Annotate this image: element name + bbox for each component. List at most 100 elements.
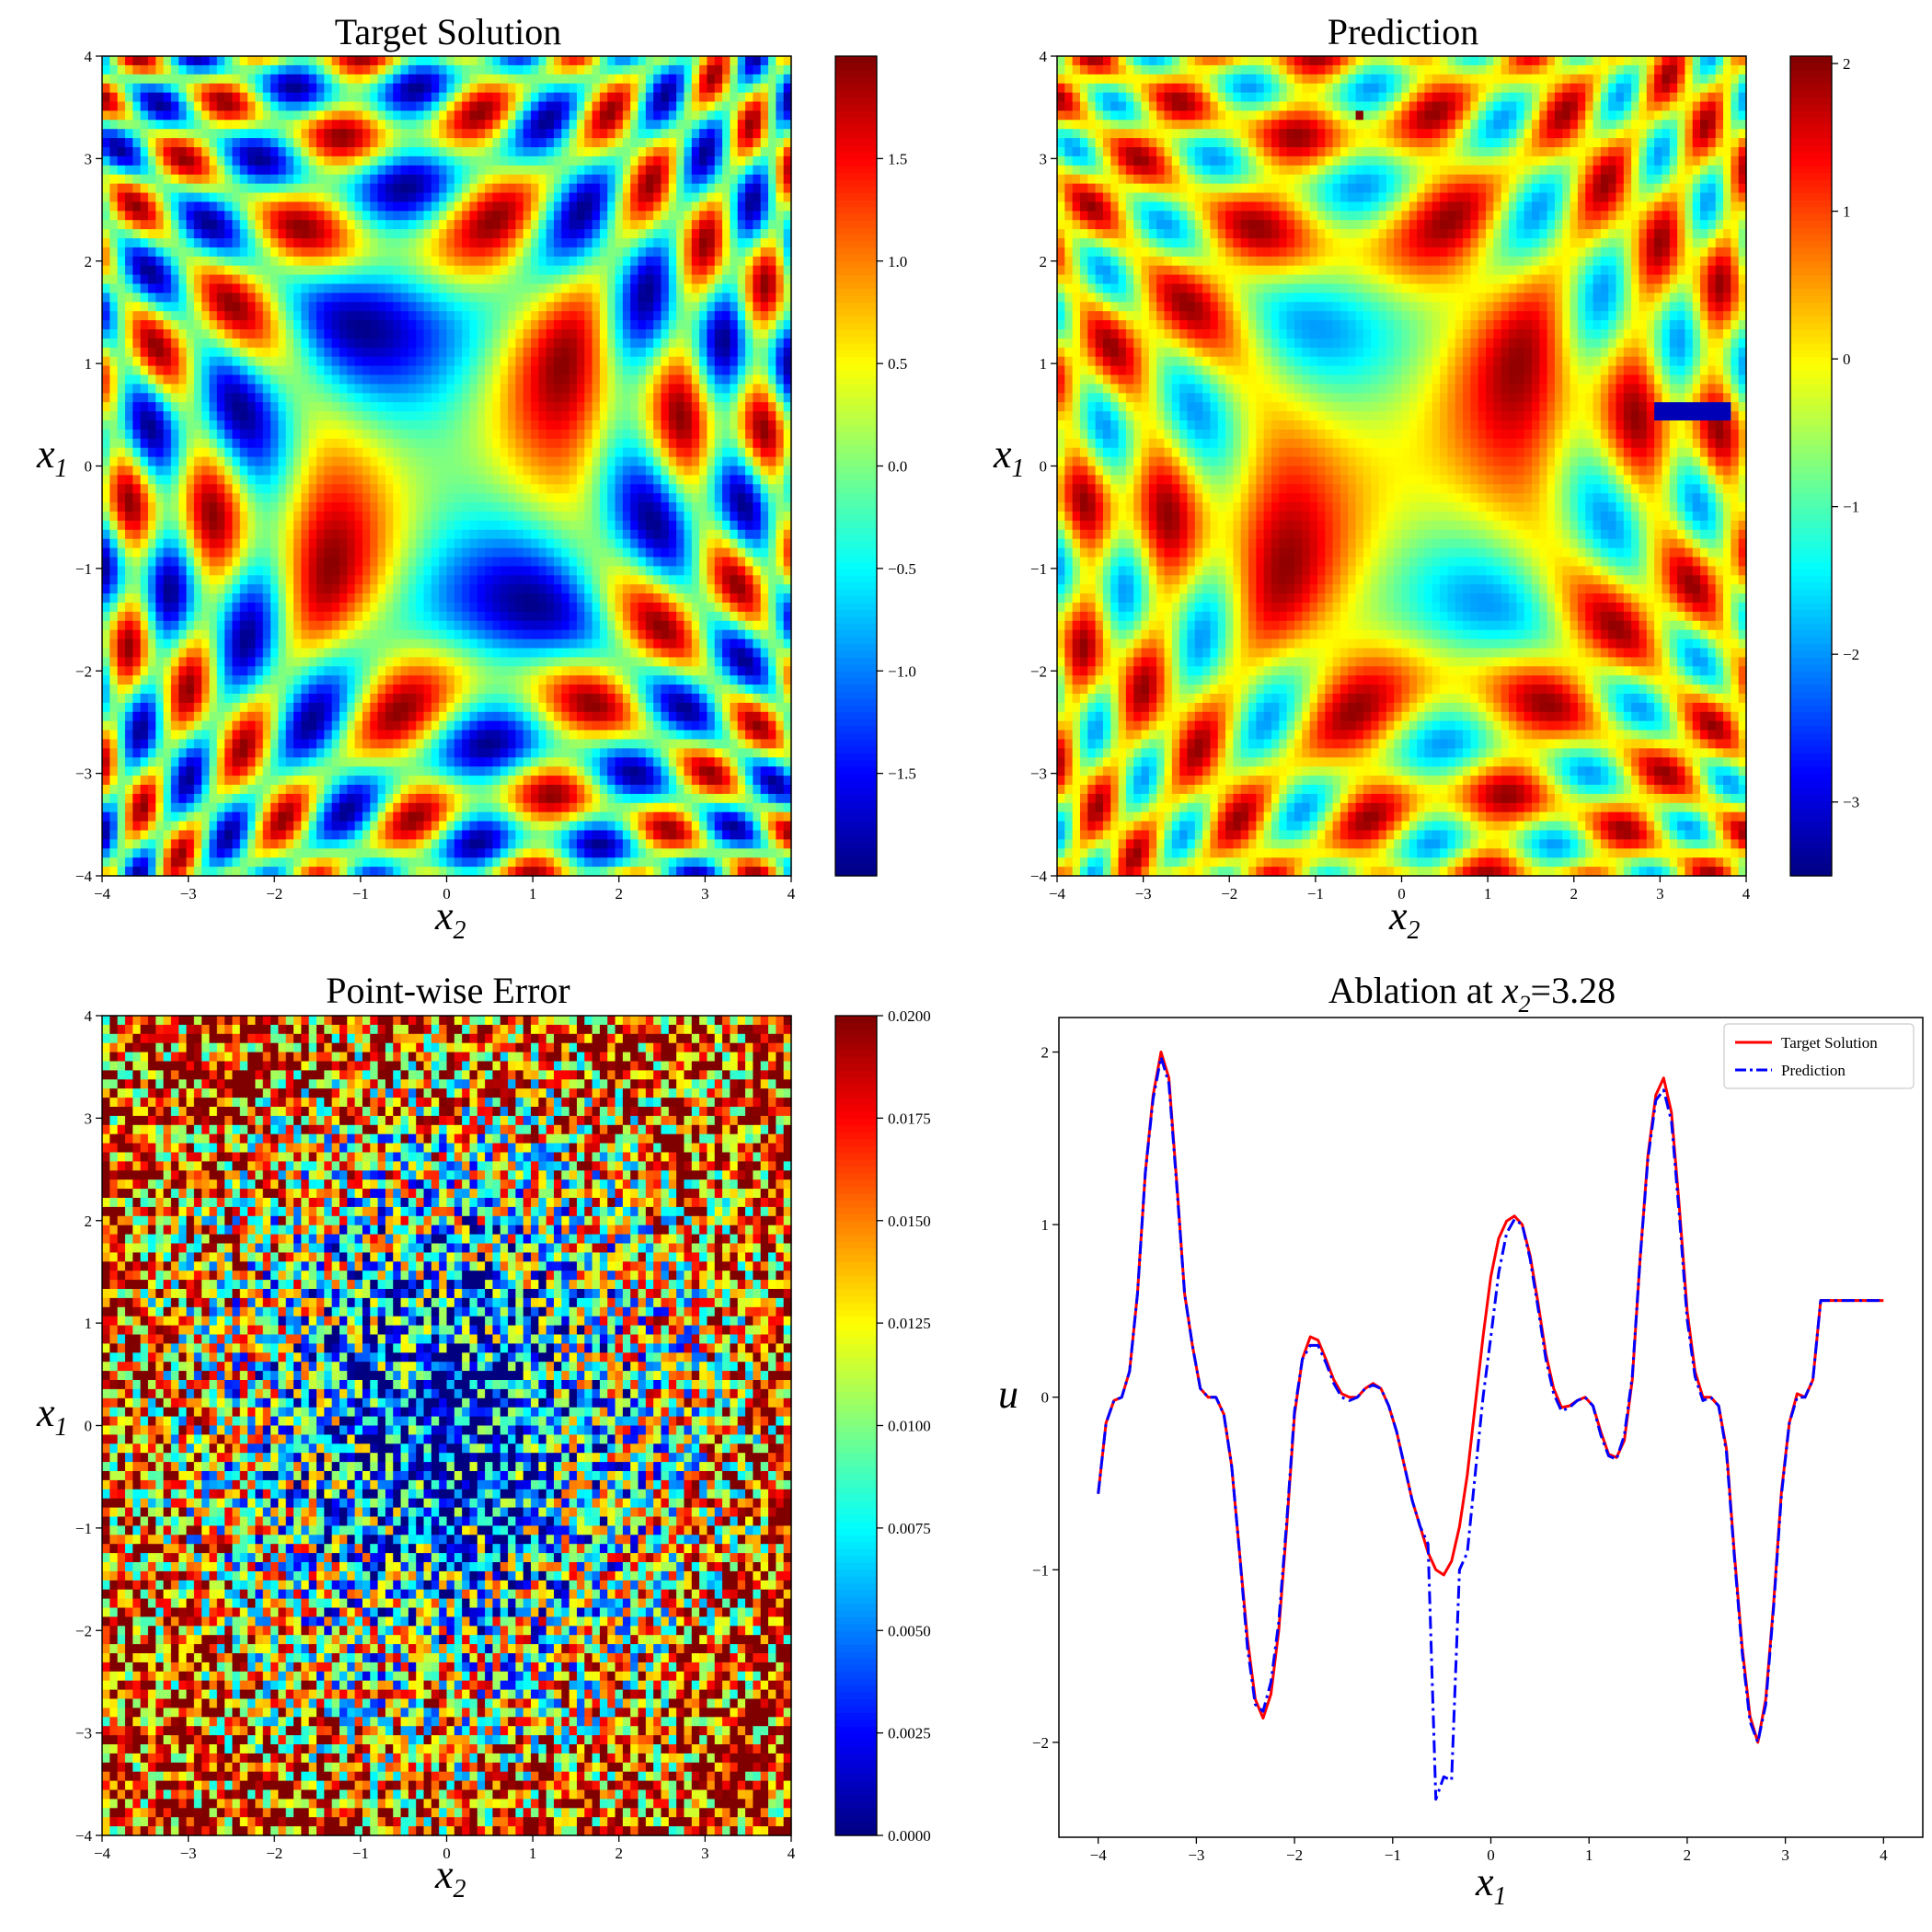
y-tick-label: 3 bbox=[85, 150, 93, 167]
pointwise-error-panel: Point-wise Error −4 −3 −2 −1 0 1 2 3 4 −4 −3 −2 −1 0 1… bbox=[36, 970, 931, 1903]
x-tick-label: −4 bbox=[94, 885, 111, 903]
prediction-heatmap bbox=[1057, 56, 1747, 877]
ablation-panel: Ablation at x2=3.28 −4 −3 −2 −1 0 1 2 3 4 −2 −1 0 1 2… bbox=[998, 970, 1924, 1911]
colorbar-tick-label: 0.5 bbox=[888, 355, 907, 373]
legend-label: Prediction bbox=[1781, 1062, 1846, 1079]
colorbar-tick-label: −1.0 bbox=[888, 662, 916, 680]
colorbar-tick-label: 0.0200 bbox=[888, 1007, 931, 1025]
prediction-panel: Prediction −4 −3 −2 −1 0 1 2 3 4 −4 −3 −2 −1 0 1 2 3 4 −3… bbox=[993, 11, 1859, 945]
y-tick-label: 3 bbox=[1040, 150, 1048, 167]
legend-label: Target Solution bbox=[1781, 1034, 1878, 1052]
x-tick-label: 0 bbox=[1487, 1846, 1495, 1864]
prediction-colorbar: −3 −2 −1 0 1 2 bbox=[1789, 55, 1859, 877]
pointwise-error-xlabel: x2 bbox=[434, 1852, 466, 1903]
x-tick-label: −3 bbox=[180, 885, 197, 903]
x-tick-label: 2 bbox=[615, 1845, 624, 1862]
x-tick-label: 3 bbox=[701, 1845, 709, 1862]
x-tick-label: −1 bbox=[352, 885, 369, 903]
y-tick-label: −4 bbox=[1030, 868, 1048, 885]
x-tick-label: 4 bbox=[1742, 885, 1751, 903]
colorbar-tick-label: 0.0100 bbox=[888, 1418, 931, 1435]
x-tick-label: −2 bbox=[266, 1845, 282, 1862]
target-solution-colorbar: −1.5 −1.0 −0.5 0.0 0.5 1.0 1.5 bbox=[834, 55, 916, 877]
x-tick-label: 0 bbox=[1397, 885, 1406, 903]
y-tick-label: −1 bbox=[1032, 1561, 1049, 1579]
x-tick-label: 3 bbox=[1656, 885, 1664, 903]
y-tick-label: 4 bbox=[85, 48, 93, 65]
pointwise-error-title: Point-wise Error bbox=[326, 970, 570, 1011]
x-tick-label: 0 bbox=[443, 885, 451, 903]
x-tick-label: 2 bbox=[1684, 1846, 1692, 1864]
ablation-xlabel: x1 bbox=[1475, 1859, 1507, 1911]
y-tick-label: 1 bbox=[85, 1315, 93, 1332]
x-tick-label: 0 bbox=[443, 1845, 451, 1862]
x-tick-label: 3 bbox=[1781, 1846, 1789, 1864]
y-tick-label: −1 bbox=[75, 560, 92, 578]
x-tick-label: 4 bbox=[788, 885, 796, 903]
target-solution-ylabel: x1 bbox=[36, 431, 68, 483]
colorbar-tick-label: 0.0175 bbox=[888, 1110, 931, 1127]
y-tick-label: −4 bbox=[75, 1827, 93, 1845]
pointwise-error-ylabel: x1 bbox=[36, 1390, 68, 1442]
colorbar-tick-label: −1.5 bbox=[888, 765, 916, 783]
y-tick-label: −2 bbox=[1032, 1734, 1049, 1752]
y-tick-label: 0 bbox=[1041, 1389, 1050, 1407]
y-tick-label: 1 bbox=[1040, 355, 1048, 373]
colorbar-tick-label: −1 bbox=[1843, 499, 1859, 516]
x-tick-label: 2 bbox=[615, 885, 624, 903]
y-tick-label: 2 bbox=[85, 1213, 93, 1230]
y-tick-label: −2 bbox=[1030, 662, 1047, 680]
y-tick-label: 4 bbox=[85, 1007, 93, 1025]
colorbar-tick-label: 0.0025 bbox=[888, 1725, 931, 1742]
target-solution-axes: −4 −3 −2 −1 0 1 2 3 4 −4 −3 −2 −1 0 1 2 3 4 bbox=[75, 48, 796, 903]
prediction-axes: −4 −3 −2 −1 0 1 2 3 4 −4 −3 −2 −1 0 1 2 3 4 bbox=[1030, 48, 1751, 903]
colorbar-tick-label: 1 bbox=[1843, 203, 1851, 221]
prediction-ylabel: x1 bbox=[993, 431, 1025, 483]
x-tick-label: 1 bbox=[529, 885, 537, 903]
colorbar-tick-label: 0.0 bbox=[888, 458, 907, 476]
y-tick-label: −2 bbox=[75, 662, 92, 680]
y-tick-label: 3 bbox=[85, 1110, 93, 1127]
ablation-legend: Target Solution Prediction bbox=[1723, 1023, 1915, 1089]
legend-box bbox=[1723, 1023, 1915, 1089]
x-tick-label: 1 bbox=[1484, 885, 1492, 903]
y-tick-label: 4 bbox=[1040, 48, 1048, 65]
y-tick-label: −4 bbox=[75, 868, 93, 885]
colorbar-tick-label: 2 bbox=[1843, 55, 1851, 73]
ablation-title: Ablation at x2=3.28 bbox=[1328, 970, 1616, 1018]
x-tick-label: −3 bbox=[1135, 885, 1152, 903]
x-tick-label: −1 bbox=[1307, 885, 1324, 903]
y-tick-label: 2 bbox=[1041, 1044, 1050, 1062]
colorbar-tick-label: −0.5 bbox=[888, 560, 916, 578]
colorbar-tick-label: 0.0125 bbox=[888, 1315, 931, 1332]
y-tick-label: −3 bbox=[75, 765, 92, 783]
x-tick-label: −4 bbox=[1090, 1846, 1108, 1864]
colorbar-tick-label: −2 bbox=[1843, 646, 1859, 663]
y-tick-label: −3 bbox=[1030, 765, 1047, 783]
y-tick-label: −1 bbox=[75, 1520, 92, 1537]
y-tick-label: 2 bbox=[85, 253, 93, 270]
pointwise-error-heatmap bbox=[102, 1016, 792, 1836]
pointwise-error-axes: −4 −3 −2 −1 0 1 2 3 4 −4 −3 −2 −1 0 1 2 3 4 bbox=[75, 1007, 796, 1862]
y-tick-label: 0 bbox=[85, 458, 93, 476]
x-tick-label: −3 bbox=[1188, 1846, 1204, 1864]
x-tick-label: −1 bbox=[352, 1845, 369, 1862]
colorbar-tick-label: −3 bbox=[1843, 794, 1859, 811]
x-tick-label: −2 bbox=[1286, 1846, 1303, 1864]
x-tick-label: −4 bbox=[94, 1845, 111, 1862]
y-tick-label: −1 bbox=[1030, 560, 1047, 578]
colorbar-tick-label: 0.0050 bbox=[888, 1622, 931, 1639]
colorbar-tick-label: 0.0075 bbox=[888, 1520, 931, 1537]
y-tick-label: −2 bbox=[75, 1622, 92, 1639]
y-tick-label: 0 bbox=[85, 1418, 93, 1435]
x-tick-label: 4 bbox=[1880, 1846, 1888, 1864]
colorbar-tick-label: 0.0000 bbox=[888, 1827, 931, 1845]
x-tick-label: −2 bbox=[266, 885, 282, 903]
y-tick-label: 0 bbox=[1040, 458, 1048, 476]
x-tick-label: 2 bbox=[1570, 885, 1579, 903]
y-tick-label: −3 bbox=[75, 1725, 92, 1742]
x-tick-label: −2 bbox=[1221, 885, 1237, 903]
target-solution-xlabel: x2 bbox=[434, 893, 466, 945]
x-tick-label: −1 bbox=[1385, 1846, 1401, 1864]
